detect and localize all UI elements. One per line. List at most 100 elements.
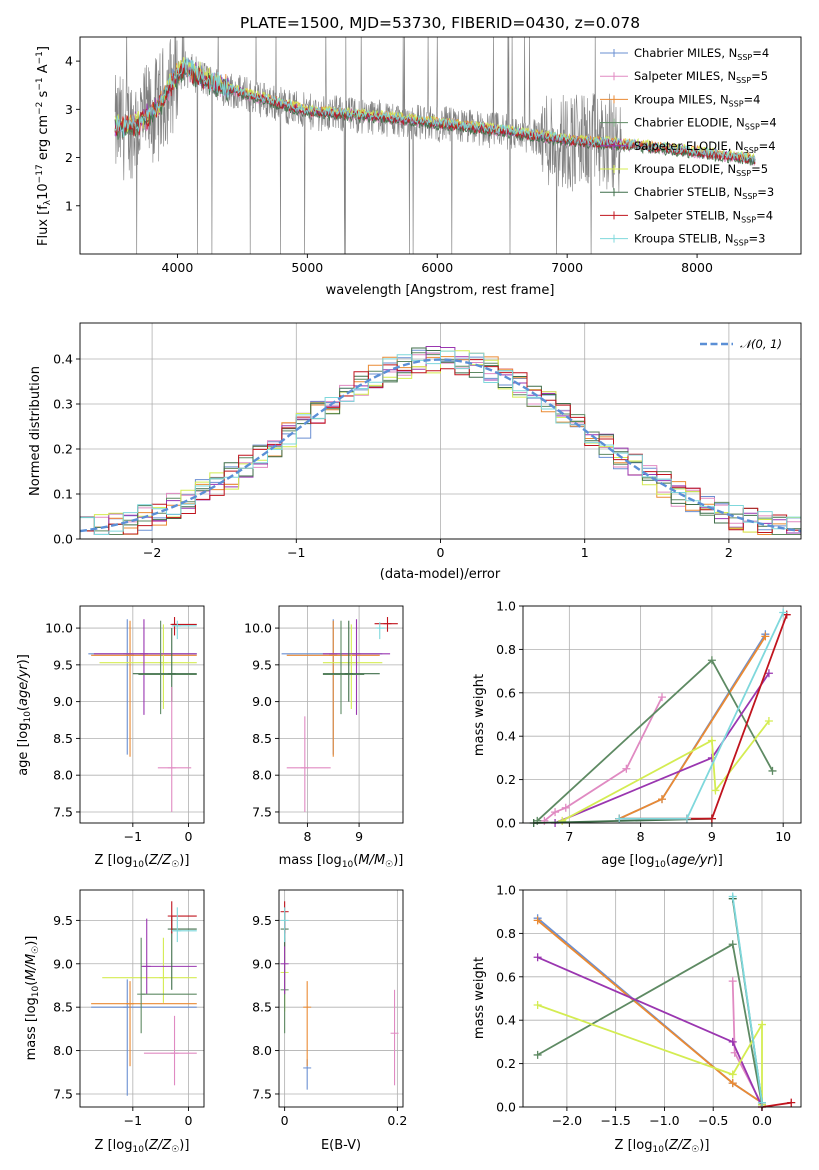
y-tick-label: 0.0 [496,816,516,831]
weight-vs-age-xlabel: age [log10(age/yr)] [601,853,723,870]
residual-histogram-panel: −2 −1 0 1 2 0.0 0.1 0.2 0.3 0.4 (data-model)/erro… [28,322,802,582]
x-tick-label: −1 [124,829,142,844]
legend-subscript: SSP [741,215,756,224]
legend-count: =4 [760,116,777,130]
x-tick-label: 10 [775,829,791,844]
mass-vs-Z-xlabel: Z [log10(Z/Z☉)] [95,1138,190,1155]
weight-vs-age-axes-frame [522,605,802,824]
weight-marker-kroupa-stelib [728,892,737,901]
legend-subscript: SSP [736,169,751,178]
weight-marker-salpeter-stelib [787,1098,796,1107]
x-tick-label: 0 [281,1113,289,1128]
y-tick-label: 9.0 [53,956,73,971]
x-tick-label: 6000 [421,260,453,275]
y-tick-label: 2 [65,150,73,165]
y-tick-label: 8.5 [53,1000,73,1015]
y-tick-label: 10.0 [244,621,272,636]
y-tick-label: 10.0 [45,621,73,636]
age-vs-mass-panel: 8 9 7.5 8.0 8.5 9.0 9.5 10.0 mass [log10(M/M☉)] [244,605,404,870]
y-tick-label: 0.8 [496,642,516,657]
weight-marker-kroupa-stelib [615,814,624,823]
weight-vs-Z-ylabel: mass weight [472,957,487,1039]
age-vs-Z-xlabel: Z [log10(Z/Z☉)] [95,853,190,870]
weight-marker-kroupa-stelib [779,608,788,617]
weight-marker-kroupa-elodie [558,816,567,825]
y-tick-label: 0.4 [496,729,516,744]
x-tick-label: 7 [565,829,573,844]
legend-label-kroupa-elodie: Kroupa ELODIE, NSSP=5 [634,162,768,178]
age-vs-Z-panel: −1 0 7.5 8.0 8.5 9.0 9.5 10.0 Z [log10(Z/Z☉)] a… [16,605,205,870]
weight-marker-salpeter-elodie [728,1037,737,1046]
x-tick-label: 2 [725,545,733,560]
legend-label-chabrier-miles: Chabrier MILES, NSSP=4 [634,46,769,62]
legend-subscript: SSP [744,146,759,155]
x-tick-label: 7000 [551,260,583,275]
x-tick-label: 0 [184,829,192,844]
mass-ylabel: mass [log10(M/M☉)] [24,936,41,1061]
legend-count: =4 [752,46,769,60]
mass-vs-Z-axes-frame [79,889,205,1108]
legend-count: =5 [751,162,768,176]
weight-marker-chabrier-elodie [533,1050,542,1059]
y-tick-label: 1 [65,198,73,213]
mass-vs-ebv-axes-frame [278,889,404,1108]
x-tick-label: 1 [581,545,589,560]
legend-subscript: SSP [736,76,751,85]
legend-subscript: SSP [734,239,749,248]
x-tick-label: 8000 [681,260,713,275]
y-tick-label: 9.5 [252,657,272,672]
gaussian-legend-label: 𝒩(0, 1) [740,337,782,351]
y-tick-label: 0.6 [496,969,516,984]
legend-subscript: SSP [745,123,760,132]
y-tick-label: 0.4 [53,352,73,367]
weight-line-kroupa-elodie [561,720,770,822]
age-vs-mass-axes-frame [278,605,404,824]
legend-label-chabrier-stelib: Chabrier STELIB, NSSP=3 [634,185,774,201]
y-tick-label: 8.0 [252,1043,272,1058]
weight-marker-salpeter-miles [551,808,560,817]
x-tick-label: 9 [708,829,716,844]
histogram-xlabel: (data-model)/error [380,567,501,582]
histogram-steps [80,346,801,535]
y-tick-label: 9.0 [53,694,73,709]
weight-marker-kroupa-miles [728,1079,737,1088]
x-tick-label: 0 [437,545,445,560]
weight-vs-Z-xlabel: Z [log10(Z/Z☉)] [615,1138,710,1155]
weight-marker-salpeter-miles [658,693,666,702]
age-ylabel: age [log10(age/yr)] [16,654,33,776]
legend-label-kroupa-stelib: Kroupa STELIB, NSSP=3 [634,232,765,248]
legend-label-salpeter-stelib: Salpeter STELIB, NSSP=4 [634,208,773,224]
legend-count: =4 [756,208,773,222]
x-tick-label: −1 [124,1113,142,1128]
y-tick-label: 0.6 [496,685,516,700]
y-tick-label: 0.2 [496,772,516,787]
residual-histogram-salpeter-stelib [80,359,801,535]
model-spectrum-kroupa-stelib [114,57,756,163]
spectrum-legend: Chabrier MILES, NSSP=4 Salpeter MILES, NS… [600,46,777,248]
legend-label-chabrier-elodie: Chabrier ELODIE, NSSP=4 [634,116,777,132]
weight-marker-chabrier-elodie [728,940,737,949]
weight-line-kroupa-stelib [731,896,763,1103]
histogram-legend: 𝒩(0, 1) [700,337,782,351]
y-tick-label: 7.5 [53,804,73,819]
y-tick-label: 7.5 [252,804,272,819]
weight-vs-age-panel: 7 8 9 10 0.0 0.2 0.4 0.6 0.8 1.0 age [log10(age/y… [472,599,802,870]
y-tick-label: 0.1 [53,487,73,502]
weight-marker-salpeter-stelib [707,814,716,823]
weight-vs-Z-axes-frame [522,889,802,1108]
y-tick-label: 0.2 [496,1056,516,1071]
weight-marker-kroupa-miles [761,632,770,641]
weight-marker-salpeter-elodie [533,953,542,962]
x-tick-label: 8 [637,829,645,844]
y-tick-label: 9.0 [252,694,272,709]
y-tick-label: 8.5 [53,731,73,746]
spectrum-ylabel: Flux [fλ10−17 erg cm−2 s−1 A−1] [35,46,53,246]
legend-subscript: SSP [737,53,752,62]
x-tick-label: −1.0 [649,1113,679,1128]
spectrum-axes-frame [79,36,802,255]
mass-vs-ebv-panel: 0 0.2 7.5 8.0 8.5 9.0 9.5 E(B-V) [252,889,407,1153]
legend-count: =5 [751,69,768,83]
y-tick-label: 0.8 [496,926,516,941]
weight-marker-kroupa-stelib [757,1098,766,1107]
